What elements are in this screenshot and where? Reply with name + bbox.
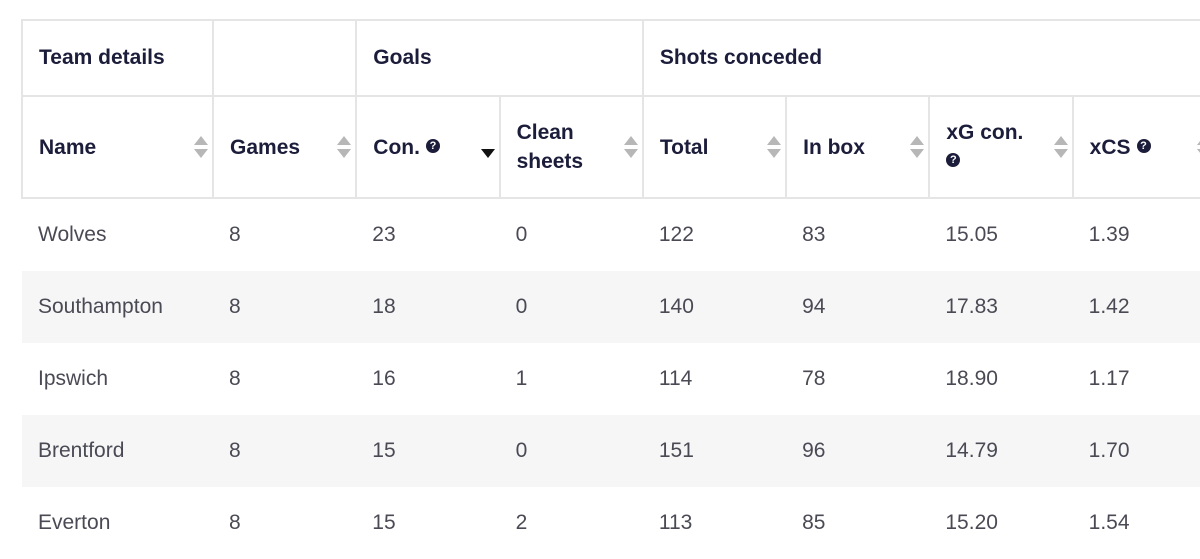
cell-clean-sheets: 0	[515, 223, 528, 246]
cell-clean-sheets: 1	[515, 367, 528, 390]
cell-clean-sheets: 0	[499, 271, 643, 343]
column-header-clean-sheets[interactable]: Clean sheets	[498, 95, 644, 199]
group-goals: Goals	[355, 19, 644, 97]
cell-con: 23	[372, 223, 396, 246]
column-header-xg-con[interactable]: xG con.?	[928, 95, 1074, 199]
cell-games: 8	[213, 271, 357, 343]
column-header-label: Name	[39, 135, 97, 159]
cell-xg-con: 17.83	[929, 271, 1073, 343]
stats-table-container: Team details Goals Shots conceded Name G…	[20, 19, 1200, 559]
cell-con: 15	[372, 511, 396, 534]
sort-icon[interactable]	[623, 136, 638, 158]
table-row: Brentford 8 15 0 151 96 14.79 1.70	[22, 415, 1200, 487]
column-header-xcs[interactable]: xCS?	[1071, 95, 1200, 199]
team-name[interactable]: Wolves	[38, 223, 107, 246]
cell-xcs: 1.42	[1072, 271, 1200, 343]
cell-in-box: 83	[802, 223, 826, 246]
cell-games: 8	[229, 511, 241, 534]
cell-xg-con: 18.90	[945, 367, 998, 390]
table-row: Everton 8 15 2 113 85 15.20 1.54	[22, 487, 1200, 559]
column-header-label: Games	[230, 135, 301, 159]
cell-xcs: 1.17	[1088, 367, 1130, 390]
cell-total: 151	[642, 415, 787, 487]
column-header-total[interactable]: Total	[641, 95, 788, 199]
column-header-label: xG con.?	[946, 118, 1023, 176]
table-row: Southampton 8 18 0 140 94 17.83 1.42	[22, 271, 1200, 343]
cell-xg-con: 14.79	[929, 415, 1073, 487]
sort-icon[interactable]	[1053, 136, 1068, 158]
table-row: Ipswich 8 16 1 114 78 18.90 1.17	[22, 343, 1200, 415]
team-name[interactable]: Brentford	[22, 415, 214, 487]
help-icon[interactable]: ?	[425, 138, 440, 153]
cell-in-box: 96	[786, 415, 930, 487]
cell-clean-sheets: 2	[515, 511, 528, 534]
help-icon[interactable]: ?	[946, 153, 961, 168]
column-header-name[interactable]: Name	[20, 95, 215, 199]
sort-icon[interactable]	[1197, 136, 1200, 158]
cell-total: 140	[642, 271, 787, 343]
cell-total: 114	[658, 367, 693, 390]
cell-clean-sheets: 0	[499, 415, 643, 487]
cell-xcs: 1.39	[1088, 223, 1130, 246]
table-row: Wolves 8 23 0 122 83 15.05 1.39	[22, 198, 1200, 271]
sort-icon[interactable]	[767, 136, 782, 158]
column-header-con[interactable]: Con.?	[355, 95, 501, 199]
column-header-label: In box	[803, 135, 865, 159]
team-stats-table: Team details Goals Shots conceded Name G…	[20, 19, 1200, 559]
cell-xcs: 1.70	[1072, 415, 1200, 487]
column-header-label: Clean sheets	[516, 121, 584, 173]
cell-in-box: 94	[786, 271, 930, 343]
column-header-label: Total	[659, 135, 709, 159]
column-header-row: Name Games Con.? Clean sheets Total	[20, 95, 1200, 199]
column-header-label: Con.	[373, 135, 420, 159]
cell-in-box: 78	[802, 367, 826, 390]
cell-xcs: 1.54	[1088, 511, 1130, 534]
sort-icon[interactable]	[910, 136, 925, 158]
cell-con: 15	[356, 415, 500, 487]
sort-icon[interactable]	[337, 136, 352, 158]
cell-xg-con: 15.20	[945, 511, 998, 534]
sort-icon[interactable]	[194, 136, 209, 158]
cell-total: 113	[658, 511, 693, 534]
cell-games: 8	[229, 367, 241, 390]
cell-total: 122	[658, 223, 694, 246]
team-name[interactable]: Everton	[38, 511, 111, 534]
column-header-label-text: xG con.	[946, 121, 1024, 144]
column-group-header: Team details Goals Shots conceded	[20, 19, 1200, 97]
help-icon[interactable]: ?	[1136, 138, 1151, 153]
sort-descending-icon[interactable]	[480, 136, 495, 158]
team-name[interactable]: Southampton	[22, 271, 214, 343]
cell-in-box: 85	[802, 511, 826, 534]
team-name[interactable]: Ipswich	[38, 367, 109, 390]
column-header-label: xCS	[1089, 135, 1131, 159]
cell-con: 16	[372, 367, 396, 390]
cell-con: 18	[356, 271, 500, 343]
cell-games: 8	[229, 223, 241, 246]
column-header-games[interactable]: Games	[212, 95, 358, 199]
group-team-details: Team details	[20, 19, 215, 97]
group-blank	[212, 19, 358, 97]
cell-xg-con: 15.05	[945, 223, 998, 246]
group-shots-conceded: Shots conceded	[641, 19, 1200, 97]
column-header-in-box[interactable]: In box	[785, 95, 931, 199]
cell-games: 8	[213, 415, 357, 487]
